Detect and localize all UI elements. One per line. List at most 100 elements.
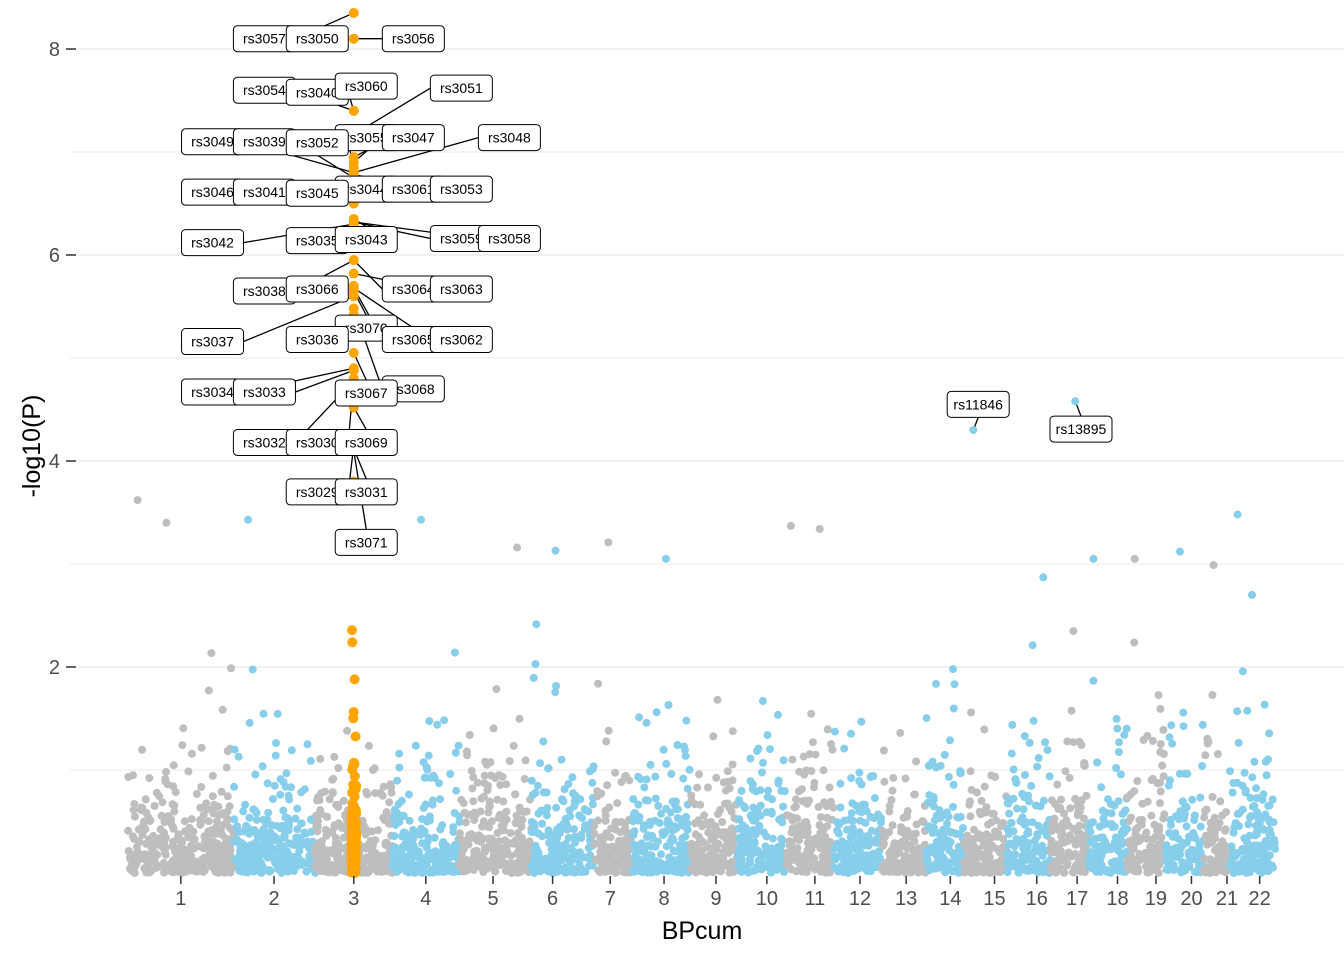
snp-point [1151,864,1160,873]
chromosome-4-points [388,648,464,877]
snp-point [635,812,644,821]
snp-point [130,800,139,808]
snp-point [1030,866,1039,875]
snp-point [1057,795,1066,804]
snp-point [1122,724,1131,733]
snp-point [1176,810,1185,819]
snp-point [270,832,279,841]
snp-point [788,755,797,764]
label-text: rs3066 [296,281,339,297]
snp-point [450,809,459,817]
snp-point [1133,864,1142,873]
snp-point [1061,767,1070,776]
snp-point [797,852,806,861]
snp-point [530,852,539,861]
snp-point [1137,820,1146,829]
snp-point [823,822,832,831]
snp-point [942,840,951,849]
snp-point [248,665,257,674]
snp-point [741,823,750,832]
snp-point [562,844,571,852]
label-text: rs3042 [191,235,234,251]
snp-point [1065,831,1074,840]
label-text: rs3054 [243,82,286,98]
snp-point [951,849,960,858]
snp-point [646,760,655,769]
label-text: rs3059 [440,231,483,247]
snp-point [823,842,832,850]
snp-point [643,868,652,877]
snp-point [1175,769,1184,778]
snp-point [1046,848,1055,857]
snp-point [1124,858,1133,867]
snp-point [391,820,400,829]
snp-point [196,803,205,812]
snp-point [1060,809,1068,818]
snp-point [879,746,888,755]
snp-point [1114,797,1123,806]
snp-point [830,852,839,861]
snp-point [893,867,901,876]
snp-point [870,794,879,802]
snp-point [390,805,399,814]
snp-point [940,750,949,759]
snp-point [130,812,139,821]
label-text: rs3048 [488,130,531,146]
snp-point [655,818,664,827]
snp-point [499,797,508,806]
label-text: rs3046 [191,184,234,200]
snp-point [664,701,673,709]
snp-point [1234,849,1243,858]
snp-point [527,818,536,826]
snp-point [362,827,371,836]
label-text: rs3036 [296,331,339,347]
snp-point [1005,809,1014,818]
label-rs11846: rs11846 [946,390,1010,418]
snp-point [542,811,551,820]
snp-point [830,727,839,736]
snp-point [654,802,663,810]
snp-rs11846 [969,426,978,435]
snp-point [140,817,149,826]
snp-point [1024,839,1033,847]
snp-point [696,800,705,809]
snp-point [657,850,665,859]
snp-point [1264,755,1272,764]
snp-point [205,829,214,838]
snp-point [774,779,783,788]
snp-point [1066,804,1075,813]
snp-point [903,842,912,851]
snp-point [376,789,385,797]
snp-point [1134,833,1143,842]
snp-point [944,772,953,781]
snp-point [527,776,536,785]
snp-point [498,772,507,781]
snp-point [618,853,627,862]
snp-point [880,777,889,786]
snp-point [491,838,499,847]
snp-point [1060,838,1069,847]
snp-point [495,812,504,821]
label-rs3070: rs3070 [334,314,398,342]
snp-point [300,785,309,794]
snp-point [550,856,559,865]
x-tick-label: 16 [1026,888,1048,910]
snp-point [1241,788,1250,797]
snp-point [251,770,260,779]
snp-point [222,763,231,772]
snp-point [642,854,651,863]
snp-point [977,796,986,805]
snp-point [330,752,339,761]
snp-point [1246,843,1255,851]
snp-point [1121,806,1130,815]
snp-point [434,867,443,876]
snp-point [1069,627,1078,636]
snp-point [641,796,650,805]
label-rs3031: rs3031 [334,478,398,506]
snp-point [643,833,651,842]
snp-point [652,857,661,866]
snp-point [312,821,321,830]
snp-point [1201,751,1210,760]
snp-labels: rs3057 rs3050 rs3056 rs3054 rs3040 rs3060 rs30… [181,25,1113,556]
